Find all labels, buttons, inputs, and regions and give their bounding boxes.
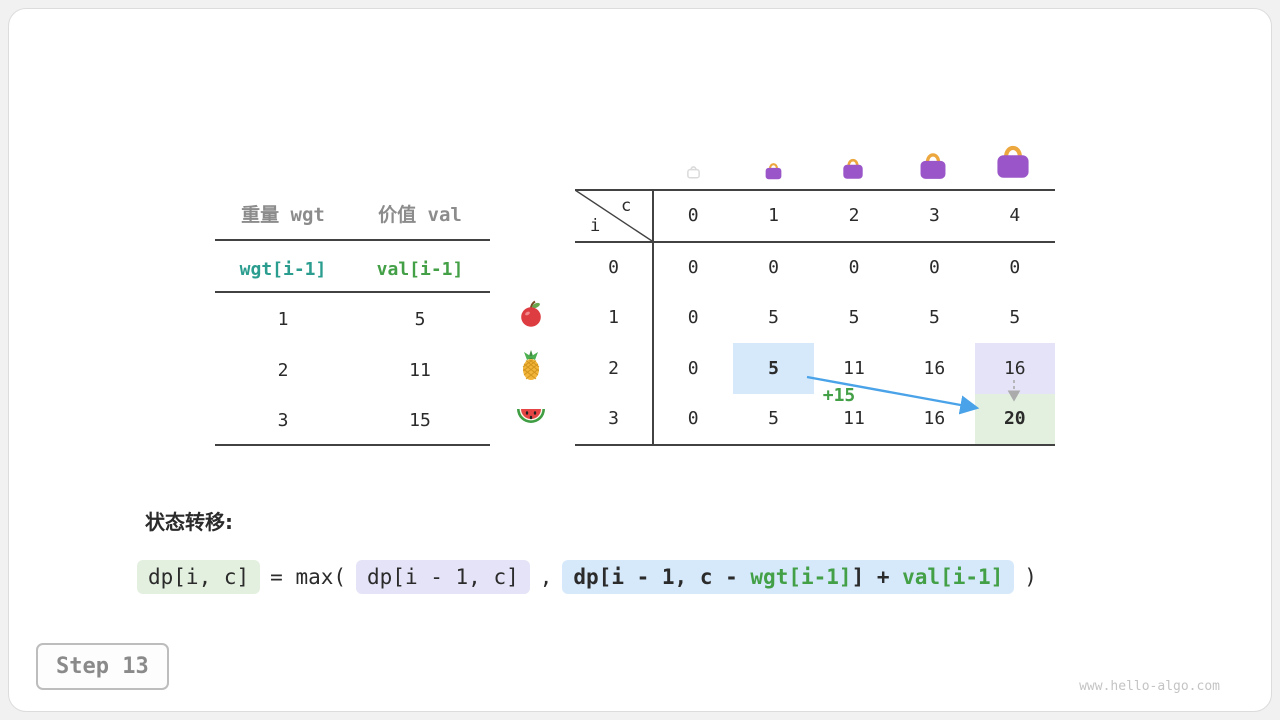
bag-small-icon <box>763 159 784 186</box>
transition-formula: dp[i, c] = max( dp[i - 1, c] , dp[i - 1,… <box>137 560 1037 594</box>
formula-arg2-mid: ] + <box>851 565 903 589</box>
transition-title: 状态转移: <box>145 510 233 534</box>
value-column-header: 价值 val <box>378 204 462 226</box>
dp-cell-3-0: 0 <box>687 408 699 430</box>
dp-table-bottom-line <box>575 444 1055 446</box>
apple-icon <box>516 299 546 333</box>
corner-diagonal <box>574 189 653 245</box>
dp-row-headers: 0 1 2 3 <box>575 242 652 444</box>
watermelon-icon <box>515 403 547 434</box>
dp-cell-2-4-source-highlight: 16 <box>974 343 1055 394</box>
dp-cell-0-0: 0 <box>687 256 699 278</box>
item-3-weight: 3 <box>277 410 289 431</box>
formula-arg2-val: val[i-1] <box>902 565 1004 589</box>
card-background <box>8 8 1272 712</box>
row-header-2: 2 <box>608 357 619 379</box>
col-header-1: 1 <box>768 205 780 226</box>
bag-large-icon <box>916 147 950 187</box>
col-header-3: 3 <box>928 205 940 226</box>
items-table-bottom-line <box>215 444 490 446</box>
step-badge: Step 13 <box>36 643 169 690</box>
col-header-0: 0 <box>687 205 699 226</box>
dp-table-top-line <box>575 189 1055 191</box>
formula-close-paren: ) <box>1024 565 1037 589</box>
formula-equals-max: = max( <box>270 565 347 589</box>
dp-cell-2-3: 16 <box>923 357 946 379</box>
dp-cell-3-1: 5 <box>768 408 780 430</box>
dp-cell-1-0: 0 <box>687 307 699 329</box>
dp-cell-0-1: 0 <box>768 256 780 278</box>
wgt-formula-label: wgt[i-1] <box>239 259 327 280</box>
dp-table-cells: 0 0 0 0 0 0 5 5 5 5 0 5 11 16 16 0 5 11 … <box>653 242 1055 444</box>
dp-cell-2-2: 11 <box>843 357 865 379</box>
dp-cell-3-3: 16 <box>923 408 946 430</box>
dp-cell-2-1-source-highlight: 5 <box>733 343 814 394</box>
formula-arg1: dp[i - 1, c] <box>356 560 530 594</box>
dp-cell-1-4: 5 <box>1009 307 1021 329</box>
dp-cell-1-3: 5 <box>928 307 940 329</box>
dp-table-vertical-line <box>652 189 654 445</box>
empty-bag-icon <box>686 163 701 184</box>
dp-cell-0-4: 0 <box>1009 256 1021 278</box>
item-1-weight: 1 <box>277 309 289 330</box>
col-header-2: 2 <box>848 205 860 226</box>
formula-lhs: dp[i, c] <box>137 560 261 594</box>
add-value-annotation: +15 <box>822 385 856 406</box>
corner-label-c: c <box>621 196 632 216</box>
row-header-1: 1 <box>608 307 619 329</box>
row-header-0: 0 <box>608 256 619 278</box>
dp-cell-3-2: 11 <box>843 408 865 430</box>
dp-cell-1-2: 5 <box>848 307 860 329</box>
item-1-value: 5 <box>414 309 426 330</box>
bag-medium-icon <box>840 154 866 186</box>
dp-cell-2-0: 0 <box>687 357 699 379</box>
pineapple-icon <box>517 350 545 385</box>
items-table-header-line <box>215 239 490 241</box>
dp-cell-1-1: 5 <box>768 307 780 329</box>
item-3-value: 15 <box>409 410 431 431</box>
val-formula-label: val[i-1] <box>376 259 464 280</box>
items-table-formula-line <box>215 291 490 293</box>
dp-cell-3-4-target-highlight: 20 <box>974 393 1055 444</box>
bag-xlarge-icon <box>991 138 1035 187</box>
formula-arg2: dp[i - 1, c - wgt[i-1]] + val[i-1] <box>562 560 1015 594</box>
row-header-3: 3 <box>608 408 619 430</box>
formula-arg2-prefix: dp[i - 1, c - <box>573 565 751 589</box>
item-2-value: 11 <box>409 360 431 381</box>
dp-column-headers: 0 1 2 3 4 <box>653 190 1055 241</box>
col-header-4: 4 <box>1009 205 1021 226</box>
dp-cell-0-3: 0 <box>928 256 940 278</box>
watermark: www.hello-algo.com <box>1079 679 1220 694</box>
weight-column-header: 重量 wgt <box>241 204 325 226</box>
formula-arg2-wgt: wgt[i-1] <box>750 565 852 589</box>
dp-table-header-line <box>575 241 1055 243</box>
corner-label-i: i <box>590 216 601 236</box>
item-2-weight: 2 <box>277 360 289 381</box>
formula-comma: , <box>539 565 553 589</box>
dp-cell-0-2: 0 <box>848 256 860 278</box>
